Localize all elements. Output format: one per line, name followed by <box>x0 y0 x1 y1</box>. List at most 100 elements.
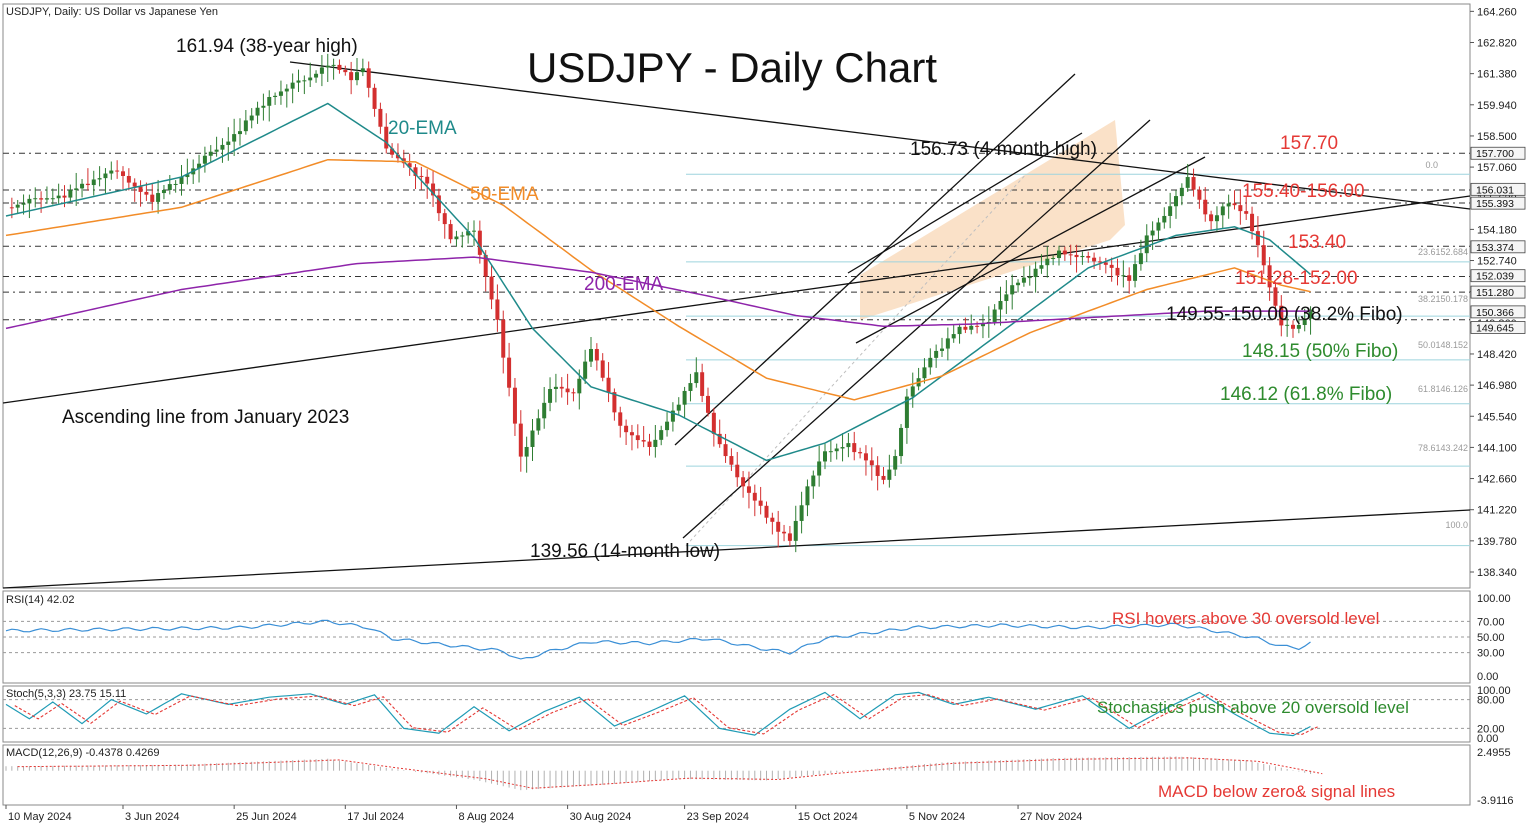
candle-body <box>44 198 49 200</box>
price-level-box <box>1470 240 1526 254</box>
candle-body <box>1086 255 1091 258</box>
macd-header: MACD(12,26,9) -0.4378 0.4269 <box>6 747 159 759</box>
candle-body <box>1191 177 1196 190</box>
candle-body <box>1220 206 1225 216</box>
candle-body <box>1103 262 1108 265</box>
rsi-tick-label: 0.00 <box>1477 671 1498 683</box>
fibo-label-0: 0.0 <box>1425 160 1438 170</box>
rsi-header: RSI(14) 42.02 <box>6 594 74 606</box>
candle-body <box>688 383 693 391</box>
price-level-box <box>1470 305 1526 319</box>
stoch-tick-label: 80.00 <box>1477 695 1505 707</box>
channel-highlight <box>860 120 1125 320</box>
price-level-box-label: 153.374 <box>1476 242 1514 254</box>
candle-body <box>852 443 857 453</box>
candle-body <box>629 432 634 436</box>
candle-body <box>489 276 494 300</box>
candle-body <box>1109 264 1114 268</box>
date-tick-label: 15 Oct 2024 <box>798 811 858 823</box>
price-tick-label: 148.420 <box>1477 349 1517 361</box>
candle-body <box>665 421 670 431</box>
price-tick-label: 145.540 <box>1477 411 1517 423</box>
candle-body <box>776 521 781 532</box>
candle-body <box>267 97 272 106</box>
candle-body <box>448 224 453 240</box>
candle-body <box>466 231 471 236</box>
candle-body <box>1115 267 1120 276</box>
descending-trendline <box>289 61 1471 210</box>
price-level-box <box>1470 285 1526 299</box>
fibo-label-236: 23.6152.684 <box>1418 247 1468 257</box>
candle-body <box>940 348 944 351</box>
candle-body <box>1074 254 1079 258</box>
candle-body <box>419 175 424 177</box>
candle-body <box>1174 196 1178 207</box>
candle-body <box>1291 324 1295 329</box>
price-tick-label: 138.340 <box>1477 567 1517 579</box>
candle-body <box>460 235 465 237</box>
fibo-label-382: 38.2150.178 <box>1418 294 1468 304</box>
candle-body <box>308 77 313 81</box>
stoch-main-line <box>5 691 1311 737</box>
channel-inner-lower <box>855 156 1206 344</box>
high-38y-label: 161.94 (38-year high) <box>176 36 358 57</box>
candle-body <box>869 460 874 466</box>
candle-body <box>208 151 213 156</box>
candle-body <box>97 178 102 180</box>
candle-body <box>624 425 629 433</box>
stoch-header: Stoch(5,3,3) 23.75 15.11 <box>6 688 126 700</box>
high-4m-label: 156.73 (4-month high) <box>910 139 1097 160</box>
candle-body <box>150 194 155 202</box>
candle-body <box>278 91 283 96</box>
price-tick-label: 142.660 <box>1477 474 1517 486</box>
candle-body <box>951 334 956 339</box>
level-148-15-label: 148.15 (50% Fibo) <box>1242 341 1398 362</box>
candle-body <box>746 486 751 493</box>
candle-body <box>384 126 389 149</box>
candle-body <box>62 195 67 198</box>
candle-body <box>975 325 980 327</box>
candle-body <box>904 396 909 428</box>
ema50-label: 50-EMA <box>470 184 539 205</box>
candle-body <box>1226 203 1231 207</box>
candle-body <box>407 163 412 168</box>
candle-body <box>1045 258 1050 266</box>
price-level-box-label: 151.280 <box>1476 287 1514 299</box>
candle-body <box>50 198 55 200</box>
ema20-line <box>5 102 1311 462</box>
candle-body <box>1197 189 1202 200</box>
candle-body <box>431 183 436 196</box>
candle-body <box>536 418 541 431</box>
candle-body <box>594 348 599 361</box>
candle-body <box>91 179 96 186</box>
level-146-12-label: 146.12 (61.8% Fibo) <box>1220 384 1392 405</box>
candle-body <box>507 357 512 388</box>
candle-body <box>232 134 237 142</box>
candle-body <box>1302 318 1307 325</box>
candle-body <box>1004 294 1009 301</box>
candle-body <box>1133 264 1138 281</box>
date-tick-label: 30 Aug 2024 <box>570 811 632 823</box>
candle-body <box>1092 257 1097 262</box>
channel-upper <box>674 73 1076 446</box>
candle-body <box>863 453 868 461</box>
candle-body <box>284 88 289 92</box>
candle-body <box>319 67 324 74</box>
candle-body <box>548 389 553 403</box>
macd-tick-label: -3.9116 <box>1477 795 1514 807</box>
price-tick-label: 159.940 <box>1477 100 1517 112</box>
candle-body <box>390 148 395 155</box>
candle-body <box>1127 275 1132 281</box>
candle-body <box>1016 282 1021 286</box>
macd-note: MACD below zero& signal lines <box>1158 782 1395 801</box>
candle-body <box>922 367 927 379</box>
stoch-tick-label: 100.00 <box>1477 685 1511 697</box>
candle-body <box>618 412 623 426</box>
candle-body <box>378 108 383 127</box>
channel-lower <box>682 119 1151 539</box>
candle-body <box>1033 268 1038 278</box>
candle-body <box>21 203 26 205</box>
candle-body <box>589 348 593 362</box>
candle-body <box>337 64 342 70</box>
